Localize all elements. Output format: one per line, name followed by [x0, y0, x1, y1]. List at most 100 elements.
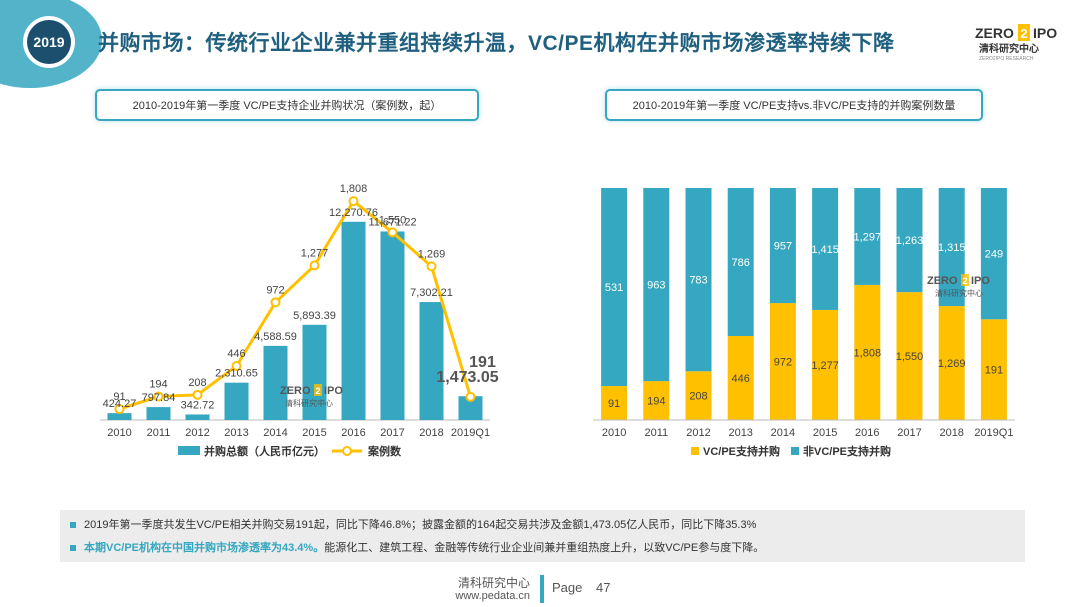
note-2-text: 能源化工、建筑工程、金融等传统行业企业间兼并重组热度上升，以致VC/PE参与度下…: [324, 542, 765, 554]
logo-sub: 清科研究中心: [979, 42, 1039, 55]
right-label-vcpe-2015: 1,277: [811, 360, 839, 372]
right-bar-vcpe-2011: [643, 381, 670, 420]
left-line-series: [119, 198, 472, 411]
left-chart-svg: 2010 2011 2012 2013 2014 2015 2016 2017 2018 2019…: [100, 183, 499, 458]
note-2-bullet: [70, 545, 76, 552]
left-chart: 2010 2011 2012 2013 2014 2015 2016 2017 2018 2019…: [80, 160, 500, 470]
right-label-nonvcpe-2019Q1: 249: [985, 249, 1003, 261]
left-bar-label-2017: 11,671.22: [368, 216, 416, 228]
right-label-nonvcpe-2011: 963: [647, 280, 665, 292]
left-line-label-2013: 446: [227, 348, 245, 360]
right-legend-nonvcpe-label: 非VC/PE支持并购: [803, 444, 891, 458]
left-chart-caption: 2010-2019年第一季度 VC/PE支持企业并购状况（案例数，起）: [95, 89, 479, 121]
left-bar-label-2013: 2,310.65: [215, 368, 258, 380]
left-x-tick-2019Q1: 2019Q1: [451, 427, 490, 439]
right-bar-vcpe-2013: [727, 336, 754, 420]
left-x-tick-2012: 2012: [185, 427, 209, 439]
right-chart-svg: 91 531 2010 194 963 2011 208 783 2012 446 786 2013 9…: [593, 188, 1015, 458]
left-x-tick-2018: 2018: [419, 427, 443, 439]
right-watermark-brand-right: IPO: [971, 275, 990, 287]
right-x-tick-2015: 2015: [813, 427, 837, 439]
left-line-point-2017: [387, 227, 398, 238]
left-line-point-2010: [114, 403, 125, 414]
right-bar-vcpe-2015: [812, 309, 839, 420]
left-x-tick-2015: 2015: [302, 427, 326, 439]
left-legend-line-marker: [342, 446, 352, 456]
left-x-tick-2016: 2016: [341, 427, 365, 439]
year-badge-text: 2019: [33, 34, 64, 50]
right-legend-nonvcpe-swatch: [791, 447, 799, 455]
left-line-point-2012: [192, 389, 203, 400]
right-bar-nonvcpe-2015: [812, 188, 839, 310]
left-bar-2019Q1: [458, 396, 483, 420]
right-bar-nonvcpe-2018: [938, 188, 965, 307]
left-bar-label-2011: 797.84: [142, 392, 176, 404]
left-line-point-2015: [309, 260, 320, 271]
right-label-nonvcpe-2016: 1,297: [854, 231, 882, 243]
right-label-vcpe-2018: 1,269: [938, 358, 966, 370]
left-line-label-2016: 1,808: [340, 183, 368, 195]
brand-logo: ZERO 2 IPO 清科研究中心 ZERO2IPO RESEARCH: [975, 22, 1065, 62]
right-x-tick-2016: 2016: [855, 427, 879, 439]
left-bar-2018: [419, 302, 444, 420]
left-bar-2015: [302, 324, 327, 420]
right-legend-vcpe-swatch: [691, 447, 699, 455]
right-x-tick-2014: 2014: [771, 427, 795, 439]
right-watermark-brand-mark: 2: [962, 276, 967, 286]
right-bar-nonvcpe-2011: [643, 188, 670, 382]
right-label-nonvcpe-2012: 783: [689, 275, 707, 287]
right-label-vcpe-2012: 208: [689, 391, 707, 403]
left-legend-bar-swatch: [178, 446, 200, 455]
right-label-vcpe-2017: 1,550: [896, 351, 924, 363]
right-bar-vcpe-2017: [896, 292, 923, 420]
left-line-point-2016: [348, 196, 359, 207]
left-line-label-2014: 972: [266, 284, 284, 296]
right-bar-nonvcpe-2010: [601, 188, 628, 387]
left-bar-label-2014: 4,588.59: [254, 331, 297, 343]
footer-divider: [540, 575, 544, 603]
left-bar-2014: [263, 345, 288, 420]
right-chart-caption: 2010-2019年第一季度 VC/PE支持vs.非VC/PE支持的并购案例数量: [605, 89, 983, 121]
note-1: 2019年第一季度共发生VC/PE相关并购交易191起，同比下降46.8%；披露…: [70, 516, 756, 532]
left-line-point-2014: [270, 297, 281, 308]
right-bar-vcpe-2018: [938, 306, 965, 420]
footer-page-number: 47: [596, 580, 611, 595]
right-bar-nonvcpe-2014: [769, 188, 796, 304]
right-watermark-sub: 清科研究中心: [935, 288, 983, 298]
left-line-point-2018: [426, 261, 437, 272]
right-watermark-brand-left: ZERO: [927, 275, 958, 287]
left-watermark-sub: 清科研究中心: [285, 398, 333, 408]
left-x-tick-2013: 2013: [224, 427, 248, 439]
right-bar-vcpe-2012: [685, 371, 712, 420]
logo-brand-left: ZERO: [975, 25, 1014, 41]
footer-page: Page 47: [552, 580, 610, 595]
left-line-label-2012: 208: [188, 377, 206, 389]
left-bar-label-2016: 12,270.76: [329, 207, 378, 219]
year-badge: 2019: [0, 0, 105, 90]
logo-tag: ZERO2IPO RESEARCH: [979, 56, 1034, 62]
logo-brand-mark: 2: [1020, 26, 1027, 41]
footer-url: www.pedata.cn: [455, 590, 530, 602]
right-x-tick-2010: 2010: [602, 427, 626, 439]
right-bar-vcpe-2010: [601, 386, 628, 420]
right-label-nonvcpe-2010: 531: [605, 282, 623, 294]
right-x-tick-2012: 2012: [686, 427, 710, 439]
right-x-tick-2017: 2017: [897, 427, 921, 439]
left-bar-2011: [146, 407, 171, 420]
left-x-tick-2017: 2017: [380, 427, 404, 439]
right-bar-vcpe-2019Q1: [980, 319, 1007, 420]
left-watermark-brand-right: IPO: [324, 385, 343, 397]
left-line-label-2015: 1,277: [301, 247, 329, 259]
logo-brand-right: IPO: [1033, 25, 1057, 41]
left-line-point-2011: [153, 391, 164, 402]
right-chart: 91 531 2010 194 963 2011 208 783 2012 446 786 2013 9…: [585, 160, 1025, 470]
right-label-vcpe-2011: 194: [647, 396, 665, 408]
right-label-vcpe-2019Q1: 191: [985, 365, 1003, 377]
right-x-tick-2018: 2018: [939, 427, 963, 439]
left-line-label-2019Q1: 191: [469, 354, 496, 371]
left-watermark-brand-left: ZERO: [280, 385, 311, 397]
left-watermark: ZERO 2 IPO 清科研究中心: [280, 384, 343, 408]
left-bar-label-2019Q1: 1,473.05: [436, 369, 498, 386]
left-legend-line-label: 案例数: [367, 444, 402, 458]
footer-org: 清科研究中心: [457, 576, 530, 590]
